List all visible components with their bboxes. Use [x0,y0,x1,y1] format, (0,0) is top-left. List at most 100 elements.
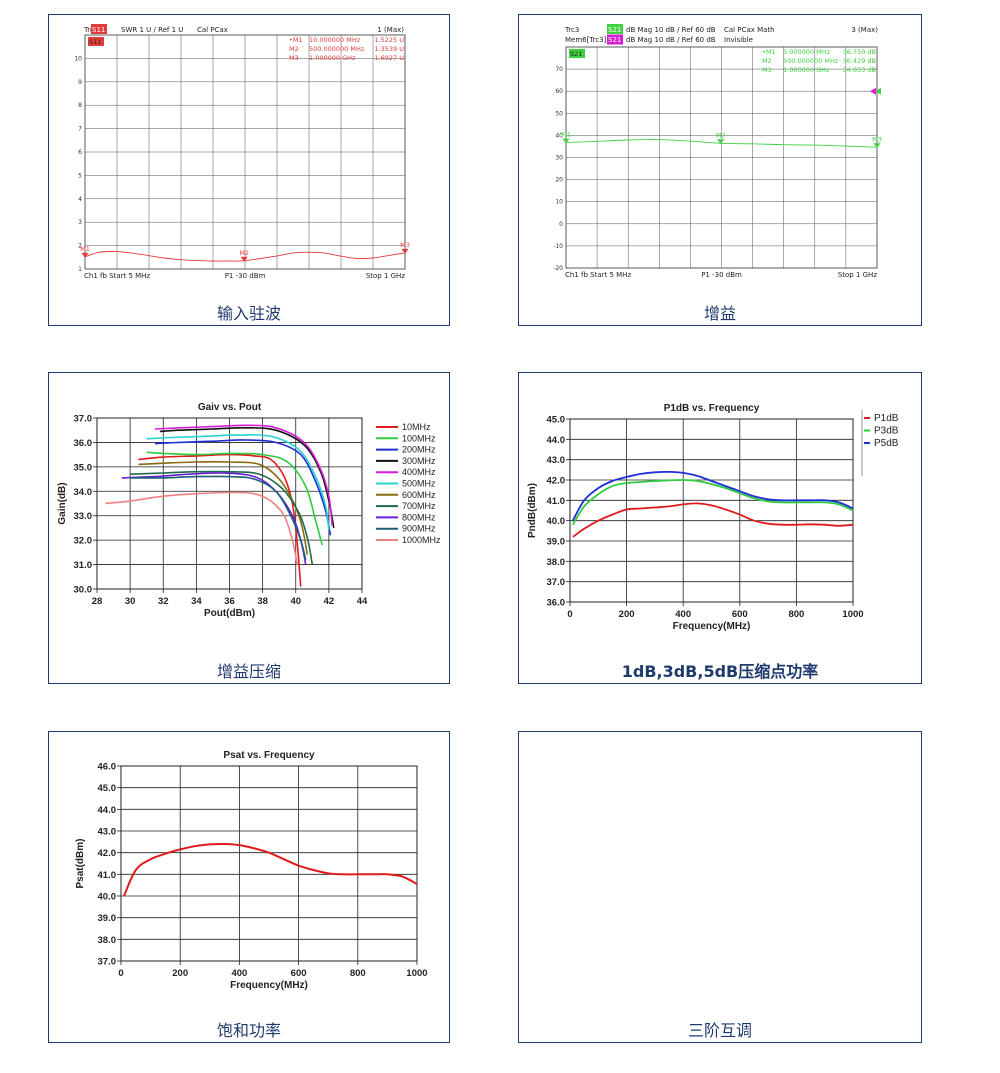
y-tick-label: -10 [553,243,563,250]
legend-label: 200MHz [402,445,436,455]
y-tick-label: 4 [78,196,82,203]
y-tick-label: 2 [78,243,82,250]
marker-readout-value: 36.750 dB [843,48,876,56]
series-line [130,475,307,560]
y-tick-label: 44.0 [547,435,566,446]
compression-chart: Gaiv vs. Pout 37.0 36.0 35.0 34.0 33.0 32.0 31.… [57,402,441,619]
y-tick-label: 43.0 [98,827,117,838]
x-tick-label: 32 [158,596,169,607]
marker-readout-label: M2 [762,57,772,65]
caption-psat: 饱和功率 [216,1021,281,1040]
marker-name: M2 [239,249,249,257]
legend-label: 600MHz [402,490,436,500]
y-tick-label: 37.0 [74,414,93,425]
trace-name: Trc1 [83,26,98,34]
psat-chart: Psat vs. Frequency 46.0 45.0 44.0 43.0 42.0 41… [75,750,428,991]
cal-label: Cal PCax [197,26,228,34]
panel-imd: 三阶互调 [518,731,922,1043]
y-tick-label: 37.0 [547,577,566,588]
ref-arrow-mem-icon [870,87,876,95]
x-tick-label: 600 [291,968,307,979]
y-tick-label: 7 [78,126,82,133]
plot-area [569,418,854,603]
gain-plot: Trc3 S21 dB Mag 10 dB / Ref 60 dB Cal PCax … [553,24,882,279]
trace-tag-bg [569,49,585,58]
plot-area [120,765,418,962]
marker-name: M2 [716,131,726,139]
max-label: 1 (Max) [377,26,404,34]
x-tick-label: 42 [324,596,335,607]
marker-triangle [240,256,248,262]
y-tick-label: 39.0 [98,913,117,924]
marker-readout-value: 1.6927 U [374,54,404,62]
marker-name: M3 [872,135,882,143]
x-tick-label: 36 [224,596,235,607]
x-tick-label: 38 [257,596,268,607]
marker-readout-value: 1.5225 U [374,36,404,44]
y-tick-label: 60 [555,88,563,95]
y-tick-label: 6 [78,149,82,156]
legend-label: 400MHz [402,467,436,477]
x-tick-label: 44 [357,596,368,607]
x-tick-label: 28 [92,596,103,607]
chart-title: Psat vs. Frequency [223,750,315,761]
marker-readout-freq: 5.000000 MHz [783,48,831,56]
series-line [123,842,418,897]
legend-label: P1dB [874,413,899,424]
marker-readout-label: •M1 [762,48,776,56]
legend-label: 700MHz [402,501,436,511]
caption-gain-compression: 增益压缩 [216,662,281,681]
y-tick-label: 41.0 [98,870,117,881]
y-tick-label: 34.0 [74,487,93,498]
series-line [572,479,854,526]
y-tick-label: 10 [555,199,563,206]
y-tick-label: 46.0 [98,762,117,773]
ref-arrow-icon [875,87,881,95]
param-label: S21 [608,26,621,34]
y-tick-label: 30.0 [74,585,93,596]
trace-tag: S21 [570,50,582,58]
y-tick-label: 38.0 [547,557,566,568]
marker-triangle [873,143,881,149]
footer-start: Ch1 fb Start 5 MHz [565,271,631,279]
x-tick-label: 400 [231,968,247,979]
marker-triangle [562,138,570,144]
param2-label: S21 [608,36,621,44]
footer-stop: Stop 1 GHz [366,272,406,280]
chart-title: Gaiv vs. Pout [198,402,262,413]
y-tick-label: 32.0 [74,536,93,547]
legend-label: P3dB [874,426,899,437]
y-axis-label: PndB(dBm) [527,483,538,538]
y-tick-label: 36.0 [74,438,93,449]
caption-gain: 增益 [703,304,736,323]
param-label: S11 [92,26,105,34]
y-tick-label: 0 [559,221,563,228]
marker-readout-freq: 500.000000 MHz [309,45,365,53]
y-tick-label: 50 [555,110,563,117]
legend-label: P5dB [874,438,899,449]
x-tick-label: 400 [675,609,691,620]
y-tick-label: 9 [78,79,82,86]
x-tick-label: 800 [788,609,804,620]
legend-label: 900MHz [402,524,436,534]
marker-readout-freq: 1.000000 GHz [309,54,356,62]
y-axis-label: Psat(dBm) [75,838,86,888]
x-tick-label: 800 [350,968,366,979]
max-label: 3 (Max) [851,26,878,34]
footer-power: P1 -30 dBm [701,271,742,279]
x-tick-label: 0 [118,968,123,979]
x-tick-label: 200 [619,609,635,620]
param-badge [91,24,107,34]
footer-start: Ch1 fb Start 5 MHz [84,272,150,280]
y-tick-label: 20 [555,177,563,184]
y-tick-label: 45.0 [98,783,117,794]
x-axis-label: Frequency(MHz) [230,980,308,991]
y-tick-label: 8 [78,102,82,109]
chart-title: P1dB vs. Frequency [664,403,760,414]
y-tick-label: 40.0 [98,892,117,903]
footer-stop: Stop 1 GHz [838,271,878,279]
y-tick-label: -20 [553,265,563,272]
cal2-label: Invisible [724,36,753,44]
